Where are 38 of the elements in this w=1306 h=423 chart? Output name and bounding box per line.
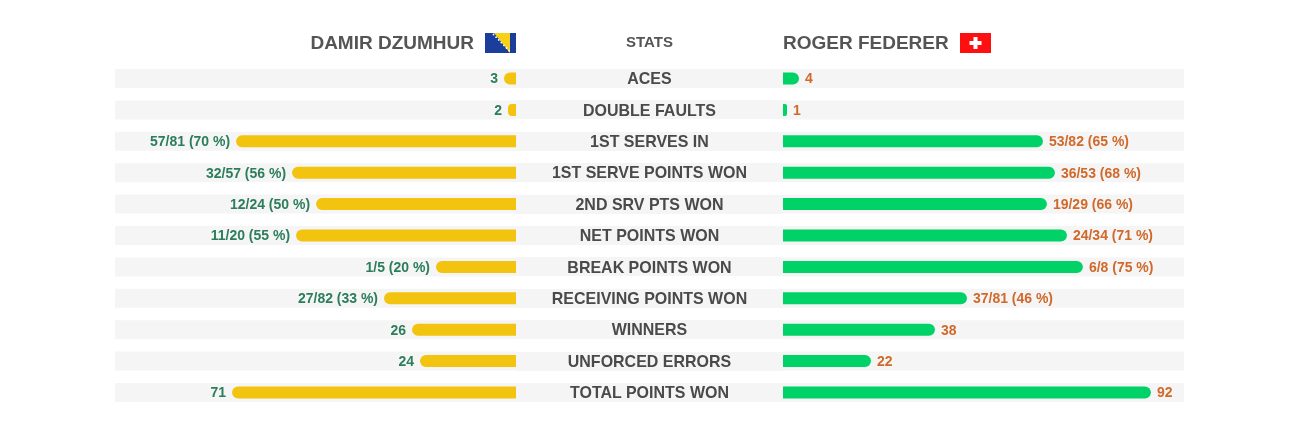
y-tick-label: UNFORCED ERRORS (567, 352, 732, 370)
data-label: 24/34 (71 %) (1072, 227, 1153, 244)
bar (436, 260, 516, 273)
data-label: 36/53 (68 %) (1060, 164, 1141, 181)
chart-title: DAMIR DZUMHUR (310, 31, 474, 54)
y-tick-label: BREAK POINTS WON (567, 258, 732, 276)
data-label: 53/82 (65 %) (1048, 133, 1129, 150)
data-label: 1/5 (20 %) (365, 258, 431, 275)
data-label: 24 (398, 352, 415, 369)
data-label: 6/8 (75 %) (1088, 258, 1154, 275)
data-label: 1 (793, 101, 802, 118)
y-tick-label: ACES (627, 70, 673, 87)
data-label: 71 (210, 384, 227, 401)
data-label: 92 (1156, 384, 1173, 401)
bar (783, 354, 871, 367)
y-tick-label: TOTAL POINTS WON (570, 383, 729, 401)
y-tick-label: 1ST SERVES IN (590, 132, 709, 150)
data-label: 4 (805, 70, 813, 87)
data-label: 22 (876, 352, 893, 369)
data-label: 11/20 (55 %) (210, 227, 291, 244)
y-tick-label: 1ST SERVE POINTS WON (551, 164, 748, 182)
chart-title: ROGER FEDERER (783, 31, 949, 54)
data-label: 27/82 (33 %) (297, 290, 379, 307)
data-label: 38 (940, 321, 957, 338)
data-label: 26 (390, 321, 407, 338)
data-label: 19/29 (66 %) (1052, 195, 1133, 212)
y-tick-label: DOUBLE FAULTS (583, 101, 717, 119)
y-tick-label: 2ND SRV PTS WON (575, 195, 724, 213)
y-tick-label: NET POINTS WON (579, 226, 720, 244)
data-label: 37/81 (46 %) (972, 290, 1054, 307)
y-axis-title: STATS (626, 32, 673, 50)
data-label: 57/81 (70 %) (150, 133, 231, 150)
data-label: 12/24 (50 %) (229, 195, 311, 212)
y-tick-label: RECEIVING POINTS WON (551, 289, 748, 307)
data-label: 3 (490, 70, 499, 87)
data-label: 32/57 (56 %) (205, 164, 287, 181)
y-tick-label: WINNERS (611, 321, 688, 339)
data-label: 2 (494, 101, 503, 118)
